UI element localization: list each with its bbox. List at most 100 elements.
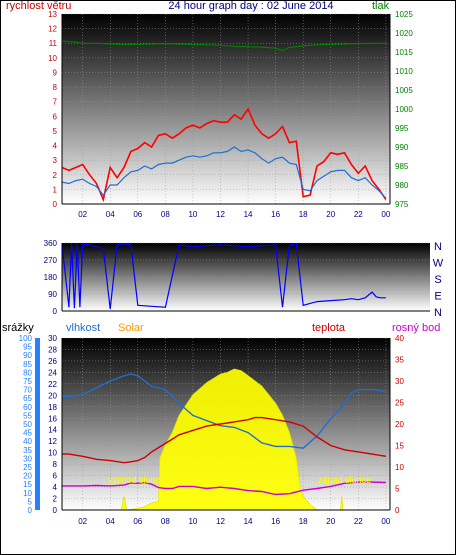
direction-tick-label: 90 — [48, 290, 57, 299]
solar-axis-label: Solar — [118, 322, 144, 334]
humidity-tick-label: 20 — [48, 391, 57, 400]
humidity-tick-label: 16 — [48, 414, 57, 423]
wind-tick-label: 10 — [48, 54, 57, 63]
wind-x-tick-label: 12 — [216, 210, 225, 219]
pressure-tick-label: 1000 — [395, 105, 413, 114]
temperature-tick-label: 25 — [395, 399, 404, 408]
wind-plot-area — [62, 14, 390, 204]
rain-tick-label: 40 — [23, 437, 32, 446]
wind-tick-label: 2 — [53, 171, 58, 180]
direction-series — [61, 243, 386, 310]
wind-tick-label: 9 — [53, 68, 58, 77]
pressure-tick-label: 1020 — [395, 29, 413, 38]
pressure-axis-label: tlak — [372, 0, 390, 12]
wind-x-tick-label: 20 — [326, 210, 335, 219]
temperature-tick-label: 40 — [395, 334, 404, 343]
temperature-tick-label: 15 — [395, 442, 404, 451]
compass-label: W — [433, 258, 444, 270]
humidity-tick-label: 10 — [48, 449, 57, 458]
rain-tick-label: 90 — [23, 351, 32, 360]
wind-tick-label: 7 — [53, 98, 58, 107]
wind-axis-label: rychlost větru — [6, 0, 71, 12]
solar-x-tick-label: 02 — [78, 517, 87, 526]
humidity-tick-label: 28 — [48, 345, 57, 354]
wind-tick-label: 12 — [48, 25, 57, 34]
temperature-tick-label: 35 — [395, 356, 404, 365]
humidity-tick-label: 24 — [48, 368, 57, 377]
humidity-tick-label: 4 — [53, 483, 58, 492]
pressure-tick-label: 985 — [395, 162, 409, 171]
direction-tick-label: 180 — [44, 273, 58, 282]
chart-title: 24 hour graph day : 02 June 2014 — [168, 0, 333, 12]
compass-label: N — [434, 241, 442, 253]
humidity-tick-label: 12 — [48, 437, 57, 446]
temperature-tick-label: 10 — [395, 463, 404, 472]
solar-area — [62, 368, 386, 511]
rain-tick-label: 55 — [23, 411, 32, 420]
direction-tick-label: 270 — [44, 256, 58, 265]
humidity-tick-label: 0 — [53, 506, 58, 515]
wind-series — [61, 40, 387, 203]
solar-x-tick-label: 22 — [354, 517, 363, 526]
compass-label: N — [434, 307, 442, 319]
solar-x-tick-label: 12 — [216, 517, 225, 526]
sunset-annotation: západ slunce — [318, 475, 371, 485]
pressure-tick-label: 990 — [395, 143, 409, 152]
humidity-tick-label: 30 — [48, 334, 57, 343]
wind-tick-label: 6 — [53, 112, 58, 121]
wind-x-tick-label: 16 — [271, 210, 280, 219]
rain-tick-label: 10 — [23, 489, 32, 498]
wind-tick-label: 1 — [53, 185, 58, 194]
rain-tick-label: 70 — [23, 386, 32, 395]
wind-x-tick-label: 06 — [133, 210, 142, 219]
wind-tick-label: 11 — [49, 39, 58, 48]
wind-tick-label: 13 — [48, 10, 57, 19]
wind-tick-label: 5 — [53, 127, 58, 136]
direction-tick-label: 360 — [44, 239, 58, 248]
pressure-tick-label: 980 — [395, 181, 409, 190]
humidity-tick-label: 26 — [48, 357, 57, 366]
direction-line — [61, 243, 386, 310]
wind-tick-label: 3 — [53, 156, 58, 165]
rain-tick-label: 65 — [23, 394, 32, 403]
rain-tick-label: 80 — [23, 368, 32, 377]
pressure-tick-label: 975 — [395, 200, 409, 209]
direction-tick-label: 0 — [53, 307, 58, 316]
wind-tick-label: 8 — [53, 83, 58, 92]
temperature-axis-label: teplota — [312, 322, 346, 334]
rain-tick-label: 75 — [23, 377, 32, 386]
humidity-tick-label: 18 — [48, 403, 57, 412]
pressure-tick-label: 995 — [395, 124, 409, 133]
temperature-tick-label: 0 — [395, 506, 400, 515]
pressure-tick-label: 1025 — [395, 10, 413, 19]
solar-x-tick-label: 16 — [271, 517, 280, 526]
wind-x-tick-label: 08 — [161, 210, 170, 219]
gust-line — [61, 107, 387, 203]
wind-line — [61, 146, 387, 199]
humidity-tick-label: 14 — [48, 426, 57, 435]
rain-tick-label: 30 — [23, 454, 32, 463]
rain-tick-label: 35 — [23, 446, 32, 455]
solar-x-tick-label: 04 — [106, 517, 115, 526]
rain-tick-label: 60 — [23, 403, 32, 412]
temperature-tick-label: 20 — [395, 420, 404, 429]
solar-x-tick-label: 00 — [381, 517, 390, 526]
solar-x-tick-label: 14 — [244, 517, 253, 526]
wind-axes: 0123456789101112139759809859909951000100… — [48, 10, 413, 219]
solar-x-tick-label: 08 — [161, 517, 170, 526]
rain-tick-label: 15 — [23, 480, 32, 489]
rain-tick-label: 45 — [23, 429, 32, 438]
temperature-line — [62, 416, 387, 464]
pressure-line — [61, 40, 386, 52]
wind-tick-label: 4 — [53, 142, 58, 151]
wind-x-tick-label: 04 — [106, 210, 115, 219]
compass-label: S — [434, 274, 441, 286]
solar-x-tick-label: 20 — [326, 517, 335, 526]
solar-x-tick-label: 18 — [299, 517, 308, 526]
rain-axis-label: srážky — [2, 322, 34, 334]
wind-x-tick-label: 18 — [299, 210, 308, 219]
solar-axes: 0246810121416182022242628300510152025303… — [19, 334, 405, 526]
wind-x-tick-label: 10 — [188, 210, 197, 219]
dewpoint-line — [62, 481, 386, 496]
rain-axis-bar — [35, 338, 40, 510]
